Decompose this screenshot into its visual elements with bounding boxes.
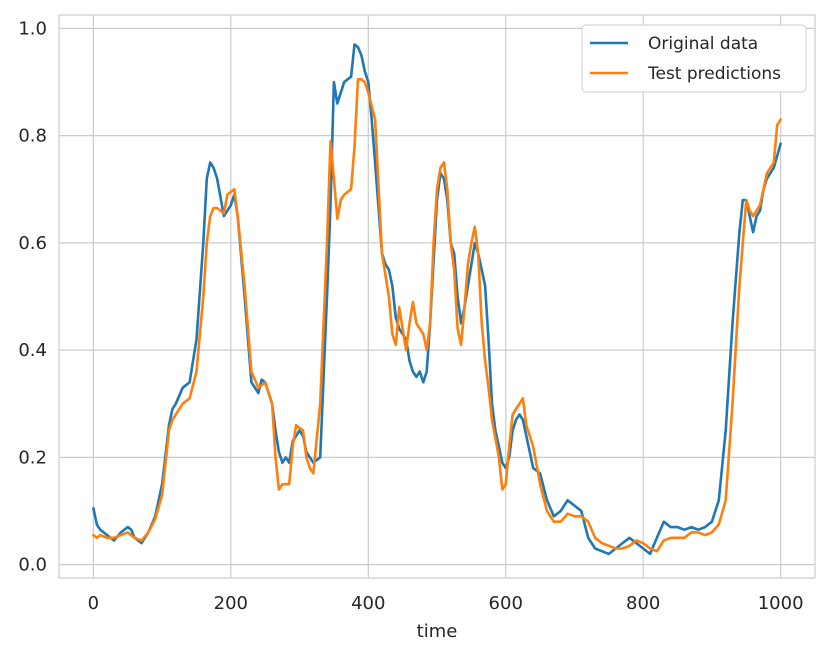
x-tick-label: 800 bbox=[626, 593, 660, 614]
x-tick-label: 1000 bbox=[758, 593, 804, 614]
x-tick-label: 400 bbox=[351, 593, 385, 614]
x-axis-ticks: 0 200 400 600 800 1000 bbox=[88, 593, 804, 614]
legend-box bbox=[581, 24, 807, 93]
series-layer bbox=[92, 43, 782, 556]
x-tick-label: 0 bbox=[88, 593, 99, 614]
legend: Original data Test predictions bbox=[581, 24, 807, 93]
x-tick-label: 600 bbox=[489, 593, 523, 614]
grid-lines bbox=[59, 15, 815, 578]
y-tick-label: 0.0 bbox=[18, 555, 47, 576]
y-tick-label: 0.4 bbox=[18, 340, 47, 361]
y-tick-label: 1.0 bbox=[18, 18, 47, 39]
legend-label-test-predictions: Test predictions bbox=[647, 64, 781, 84]
series-line-original-data bbox=[92, 43, 782, 556]
y-tick-label: 0.8 bbox=[18, 126, 47, 147]
x-tick-label: 200 bbox=[214, 593, 248, 614]
legend-label-original-data: Original data bbox=[648, 34, 758, 54]
x-axis-label: time bbox=[417, 621, 458, 642]
y-tick-label: 0.6 bbox=[18, 233, 47, 254]
y-tick-label: 0.2 bbox=[18, 447, 47, 468]
y-axis-ticks: 0.0 0.2 0.4 0.6 0.8 1.0 bbox=[18, 18, 47, 575]
plot-area-border bbox=[58, 14, 816, 579]
series-line-test-predictions bbox=[92, 78, 782, 553]
